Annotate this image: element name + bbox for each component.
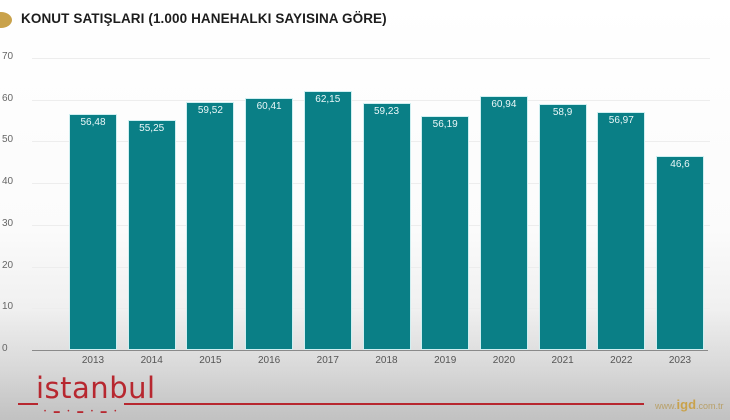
y-axis-tick-label: 30	[2, 217, 14, 229]
bar-value-label: 60,94	[491, 98, 517, 110]
bar-value-label: 58,9	[552, 107, 573, 119]
x-axis-tick-label: 2022	[610, 355, 633, 366]
logo-underline-left	[18, 403, 38, 405]
x-axis-tick-label: 2019	[434, 355, 457, 366]
chart-title: KONUT SATIŞLARI (1.000 HANEHALKI SAYISIN…	[21, 11, 387, 26]
y-axis-tick-label: 60	[2, 92, 14, 104]
bar-2021: 58,9	[538, 104, 587, 350]
bar-2015: 59,52	[186, 101, 235, 350]
bar-2019: 56,19	[421, 115, 470, 350]
bar-value-label: 55,25	[139, 122, 165, 134]
bar-value-label: 59,52	[197, 104, 223, 116]
x-axis-tick-label: 2021	[551, 355, 574, 366]
bar-2017: 62,15	[303, 90, 352, 350]
x-axis-tick-label: 2016	[257, 355, 281, 366]
website-link[interactable]: www.igd.com.tr	[655, 397, 724, 412]
x-axis-tick-label: 2013	[81, 355, 105, 366]
logo-underline-right	[124, 403, 644, 405]
y-axis-tick-label: 40	[2, 176, 14, 188]
istanbul-logo: istanbul	[36, 371, 156, 405]
y-axis-tick-label: 50	[2, 134, 14, 146]
bar-value-label: 56,48	[80, 117, 106, 129]
bar-value-label: 62,15	[315, 93, 341, 105]
bar-2018: 59,23	[362, 102, 411, 350]
y-axis-tick-label: 0	[2, 343, 8, 354]
x-axis-tick-label: 2018	[375, 355, 398, 366]
logo-dots: • ▬ • ▬ • ▬ •	[44, 409, 120, 415]
gridline	[32, 58, 710, 59]
bar-value-label: 60,41	[256, 101, 282, 112]
y-axis-tick-label: 20	[2, 259, 14, 271]
y-axis-tick-label: 10	[2, 301, 14, 313]
x-axis-tick-label: 2023	[668, 355, 692, 366]
title-accent-dot	[0, 12, 12, 28]
bar-value-label: 56,19	[432, 118, 458, 130]
x-axis-tick-label: 2015	[199, 355, 222, 366]
gridline	[32, 99, 710, 101]
bar-2014: 55,25	[127, 119, 176, 350]
bar-2020: 60,94	[479, 95, 528, 350]
x-axis-line	[32, 350, 708, 351]
bar-2016: 60,41	[245, 98, 294, 350]
y-axis-tick-label: 70	[2, 51, 14, 62]
website-brand: igd	[676, 397, 697, 412]
bar-2013: 56,48	[69, 114, 117, 350]
bar-2023: 46,6	[656, 155, 704, 350]
bar-value-label: 59,23	[373, 105, 400, 117]
bar-value-label: 56,97	[608, 115, 634, 127]
bar-2022: 56,97	[597, 112, 646, 350]
x-axis-tick-label: 2014	[140, 355, 163, 366]
bar-value-label: 46,6	[670, 158, 690, 170]
x-axis-tick-label: 2020	[492, 355, 516, 366]
x-axis-tick-label: 2017	[316, 355, 339, 366]
